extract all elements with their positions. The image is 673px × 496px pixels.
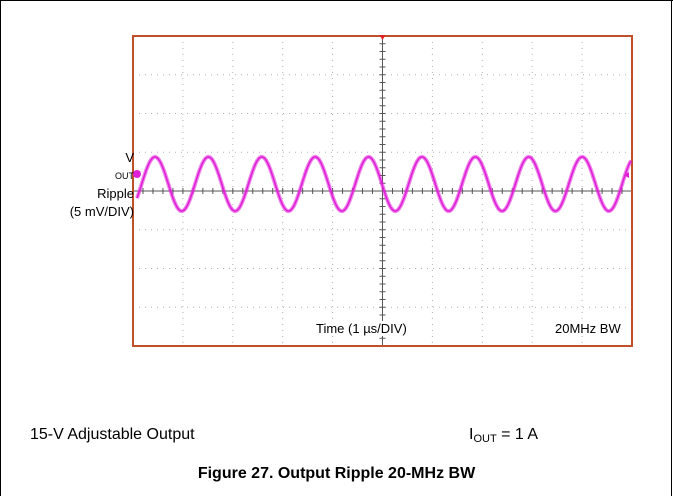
ripple-trace-envelope [135, 154, 633, 214]
page-border-top [0, 0, 673, 1]
time-scale-label: Time (1 µs/DIV) [314, 321, 409, 336]
right-edge-marker [624, 172, 629, 178]
page-border-right [671, 0, 672, 496]
trigger-marker [379, 35, 386, 40]
ripple-trace [136, 156, 632, 212]
trace-label: V OUT Ripple (5 mV/DIV) [69, 150, 134, 219]
channel-marker [133, 170, 141, 178]
bandwidth-label: 20MHz BW [553, 321, 623, 336]
condition-output: 15-V Adjustable Output [30, 426, 195, 443]
page-border-left [0, 0, 1, 496]
condition-current: IOUT = 1 A [469, 426, 539, 445]
figure-caption: Figure 27. Output Ripple 20-MHz BW [197, 465, 476, 482]
